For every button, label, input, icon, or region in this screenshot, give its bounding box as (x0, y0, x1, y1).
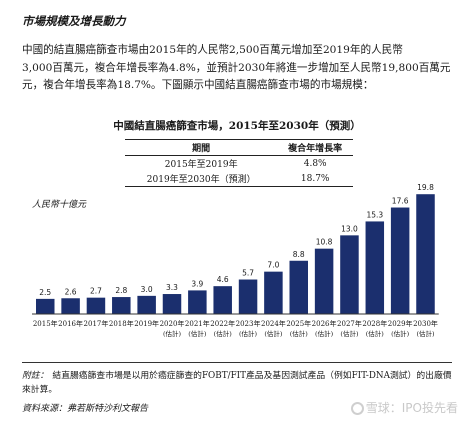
bar (112, 297, 131, 314)
bar (314, 248, 334, 314)
x-tick-label: 2019年 (134, 319, 159, 328)
x-tick-label: 2026年 (312, 319, 337, 328)
bar-value-label: 5.7 (242, 269, 254, 278)
chart-title: 中國結直腸癌篩查市場，2015年至2030年（預測） (113, 120, 361, 132)
x-tick-label: 2025年 (286, 319, 311, 328)
x-tick-sublabel: (估計) (391, 329, 410, 338)
cagr-row: 2015年至2019年 4.8% (125, 156, 353, 172)
bar-value-label: 7.0 (267, 261, 279, 270)
cagr-header-period: 期間 (125, 139, 278, 156)
x-tick-label: 2017年 (84, 319, 109, 328)
paragraph-line: 中國的結直腸癌篩查市場由2015年的人民幣2,500百萬元增加至2019年的人民… (22, 44, 403, 56)
cagr-header-rate: 複合年增長率 (277, 139, 353, 156)
intro-paragraph: 中國的結直腸癌篩查市場由2015年的人民幣2,500百萬元增加至2019年的人民… (22, 42, 454, 95)
section-heading: 市場規模及增長動力 (22, 14, 126, 28)
cagr-period: 2015年至2019年 (164, 160, 238, 170)
watermark: 雪球：IPO投先看 (350, 399, 458, 416)
bar (36, 298, 55, 314)
x-tick-sublabel: (估計) (264, 329, 283, 338)
bar-value-label: 8.8 (293, 250, 305, 259)
x-tick-label: 2015年 (33, 319, 58, 328)
bar-value-label: 2.7 (90, 287, 102, 296)
bar (264, 271, 283, 314)
bar (86, 297, 106, 314)
y-axis-label: 人民幣十億元 (32, 200, 87, 210)
x-tick-label: 2020年 (160, 319, 185, 328)
x-tick-sublabel: (估計) (340, 329, 359, 338)
bar (340, 235, 359, 314)
bar-value-label: 2.6 (65, 287, 77, 296)
bar (416, 194, 435, 314)
bar (61, 298, 80, 314)
paragraph-line: 3,000百萬元，複合年增長率為4.8%，並預計2030年將進一步增加至人民幣1… (22, 61, 451, 74)
bar (213, 286, 232, 314)
bar-chart: 2.5 2015年 2.6 2016年 2.7 2017年 2.8 2018年 3.0 2019年… (32, 183, 439, 338)
x-tick-sublabel: (估計) (188, 329, 207, 338)
cagr-header-row: 期間 複合年增長率 (125, 139, 353, 156)
x-tick-label: 2023年 (236, 319, 261, 328)
x-tick-label: 2016年 (58, 319, 83, 328)
snowball-logo-icon (350, 402, 364, 415)
x-tick-label: 2027年 (337, 319, 362, 328)
bar-value-label: 17.6 (392, 197, 409, 206)
x-tick-label: 2029年 (388, 319, 413, 328)
cagr-rate: 18.7% (277, 171, 353, 187)
bar-value-label: 19.8 (417, 183, 434, 192)
x-tick-sublabel: (估計) (214, 329, 233, 338)
cagr-period: 2019年至2030年（預測） (125, 171, 278, 187)
bar-value-label: 15.3 (366, 210, 383, 219)
x-tick-sublabel: (估計) (163, 329, 182, 338)
bar-value-label: 10.8 (316, 238, 333, 247)
cagr-table: 期間 複合年增長率 2015年至2019年 4.8% 2019年至2030年（預… (125, 139, 353, 187)
cagr-rate: 4.8% (303, 158, 327, 169)
bar-value-label: 3.3 (166, 283, 178, 292)
watermark-text: 雪球：IPO投先看 (365, 401, 458, 415)
x-tick-sublabel: (估計) (416, 329, 435, 338)
x-tick-sublabel: (估計) (239, 329, 258, 338)
bar (238, 279, 258, 314)
x-tick-label: 2022年 (210, 319, 235, 328)
source-citation: 資料來源：弗若斯特沙利文報告 (22, 404, 149, 414)
x-tick-sublabel: (估計) (290, 329, 309, 338)
cagr-row: 2019年至2030年（預測） 18.7% (125, 171, 353, 187)
x-tick-label: 2030年 (413, 319, 438, 328)
x-tick-label: 2018年 (109, 319, 134, 328)
x-tick-label: 2028年 (362, 319, 387, 328)
paragraph-line: 元，複合年增長率為18.7%。下圖顯示中國結直腸癌篩查市場的市場規模： (22, 79, 374, 91)
bar-value-label: 2.8 (115, 286, 127, 295)
bar (137, 295, 156, 314)
footnote-text: 結直腸癌篩查市場是以用於癌症篩查的FOBT/FIT產品及基因測試產品（例如FIT… (22, 371, 452, 395)
bar-value-label: 2.5 (39, 288, 51, 297)
footnote: 附註： 結直腸癌篩查市場是以用於癌症篩查的FOBT/FIT產品及基因測試產品（例如… (22, 362, 452, 397)
bar (162, 294, 182, 314)
bar (289, 260, 308, 314)
bar (365, 221, 385, 314)
footnote-label: 附註： (22, 371, 49, 381)
bar-value-label: 13.0 (341, 224, 358, 233)
x-tick-sublabel: (估計) (366, 329, 385, 338)
bar (390, 207, 410, 314)
x-tick-label: 2024年 (261, 319, 286, 328)
bar-value-label: 4.6 (217, 275, 229, 284)
x-tick-label: 2021年 (185, 319, 210, 328)
bar-value-label: 3.9 (191, 279, 203, 288)
bar-value-label: 3.0 (141, 285, 153, 294)
x-tick-sublabel: (估計) (315, 329, 334, 338)
bar (188, 290, 207, 314)
